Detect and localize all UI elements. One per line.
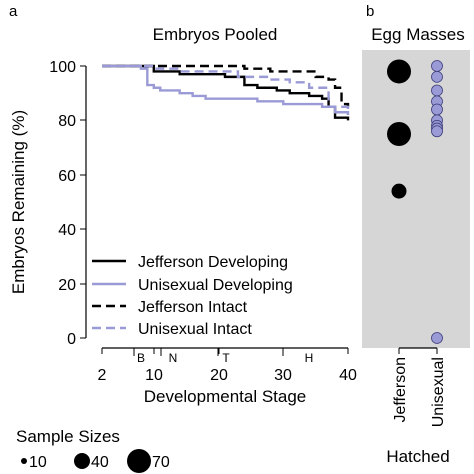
legend-label: Jefferson Developing xyxy=(138,254,288,271)
y-tick-label: 80 xyxy=(58,113,76,130)
egg-mass-point-unisexual xyxy=(431,70,443,83)
size-key-dot-70 xyxy=(127,449,151,473)
legend-label: Unisexual Developing xyxy=(138,277,293,294)
size-key-label: 70 xyxy=(152,454,170,471)
panel-b: b Egg Masses Jefferson Unisexual Hatched xyxy=(362,3,470,466)
survival-lines xyxy=(102,64,350,121)
panel-a-letter: a xyxy=(9,3,18,20)
series-line-unisexual-developing xyxy=(102,64,350,115)
legend: Jefferson Developing Unisexual Developin… xyxy=(92,254,293,338)
stage-markers: B N T H xyxy=(133,348,314,365)
y-tick-label: 60 xyxy=(58,168,76,185)
y-tick-label: 0 xyxy=(67,331,76,348)
panel-b-letter: b xyxy=(366,3,374,20)
size-key-dot-40 xyxy=(74,453,90,469)
legend-label: Unisexual Intact xyxy=(138,321,252,338)
panel-b-x-axis-label: Hatched xyxy=(386,447,449,466)
size-key-dot-10 xyxy=(21,458,27,464)
y-tick: 0 xyxy=(67,331,86,348)
egg-mass-point-unisexual xyxy=(431,84,443,97)
category-label-jefferson: Jefferson xyxy=(392,357,409,423)
x-tick-label: 2 xyxy=(98,367,107,384)
x-tick-label: 10 xyxy=(145,367,163,384)
egg-mass-point-jefferson xyxy=(387,122,411,146)
x-axis-ticks: 2 10 20 30 40 xyxy=(98,348,357,384)
x-tick: 10 xyxy=(145,348,163,384)
x-tick-label: 30 xyxy=(274,367,292,384)
egg-mass-point-unisexual xyxy=(431,60,443,72)
y-tick-label: 20 xyxy=(58,277,76,294)
y-axis-ticks: 0 20 40 60 80 100 xyxy=(49,59,86,348)
size-key-label: 10 xyxy=(29,454,47,471)
legend-label: Jefferson Intact xyxy=(138,299,248,316)
y-tick-label: 100 xyxy=(49,59,76,76)
egg-mass-point-unisexual xyxy=(431,332,443,344)
stage-marker-t: T xyxy=(222,351,230,365)
stage-marker-h: H xyxy=(305,351,314,365)
egg-mass-point-jefferson xyxy=(391,183,407,199)
y-tick: 40 xyxy=(58,222,86,239)
sample-size-title: Sample Sizes xyxy=(16,427,120,446)
egg-mass-point-unisexual xyxy=(431,125,443,138)
series-line-jefferson-developing xyxy=(102,64,350,121)
panel-a-title: Embryos Pooled xyxy=(153,25,278,44)
sample-size-legend: Sample Sizes 10 40 70 xyxy=(16,427,170,473)
egg-mass-points xyxy=(387,59,443,344)
x-tick: 20 xyxy=(210,348,228,384)
y-tick: 100 xyxy=(49,59,86,76)
y-tick: 60 xyxy=(58,168,86,185)
stage-marker-n: N xyxy=(169,351,178,365)
series-line-jefferson-intact xyxy=(102,64,350,107)
x-tick: 40 xyxy=(339,348,357,384)
size-key-label: 40 xyxy=(91,454,109,471)
panel-a-y-axis-label: Embryos Remaining (%) xyxy=(9,110,28,294)
y-tick: 80 xyxy=(58,113,86,130)
stage-marker-b: B xyxy=(137,351,145,365)
panel-a-x-axis-label: Developmental Stage xyxy=(144,387,307,406)
y-tick-label: 40 xyxy=(58,222,76,239)
x-tick-label: 40 xyxy=(339,367,357,384)
x-tick: 2 xyxy=(98,348,107,384)
panel-a: a Embryos Pooled Embryos Remaining (%) 0… xyxy=(9,3,357,406)
egg-mass-point-jefferson xyxy=(387,59,411,84)
series-line-unisexual-intact xyxy=(102,64,350,115)
panel-b-title: Egg Masses xyxy=(371,25,465,44)
y-tick: 20 xyxy=(58,277,86,294)
egg-mass-point-unisexual xyxy=(431,103,443,116)
x-tick-label: 20 xyxy=(210,367,228,384)
panel-b-background xyxy=(362,50,470,348)
category-label-unisexual: Unisexual xyxy=(430,357,447,427)
